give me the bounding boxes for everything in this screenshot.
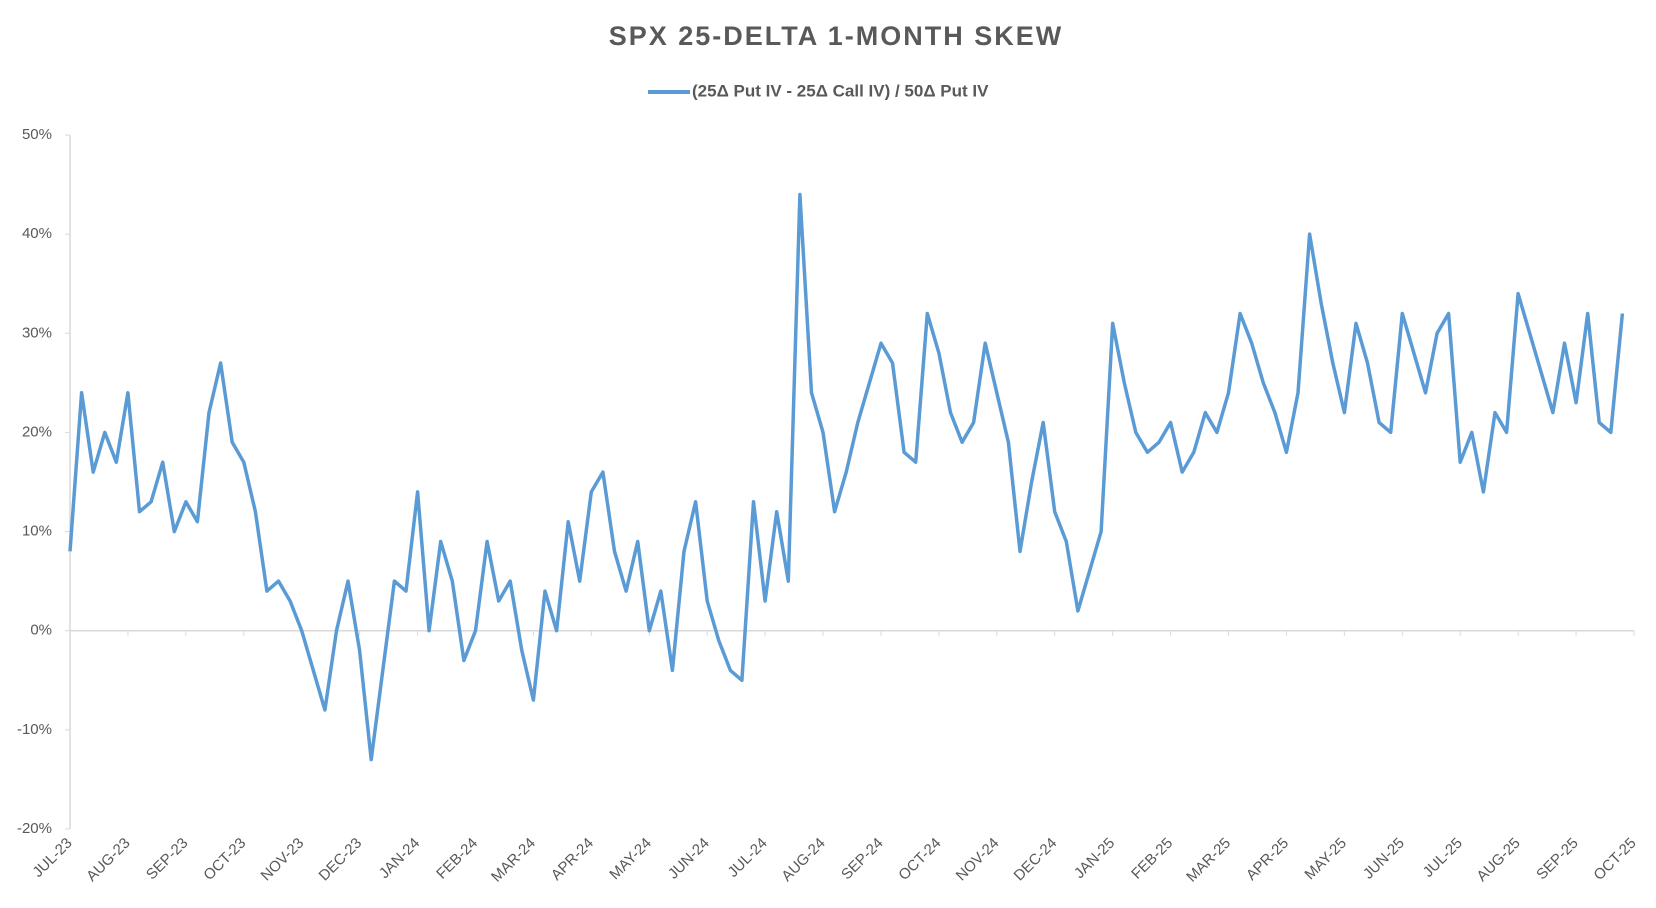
x-tick-label: AUG-25	[1473, 835, 1523, 885]
x-tick-label: FEB-24	[433, 835, 481, 883]
x-tick-label: MAY-24	[606, 835, 655, 884]
x-tick-label: JUL-25	[1420, 835, 1466, 881]
x-tick-label: JUN-25	[1360, 835, 1408, 883]
x-tick-label: JAN-24	[376, 835, 423, 882]
series-line	[68, 192, 1625, 762]
legend-label: (25Δ Put IV - 25Δ Call IV) / 50Δ Put IV	[692, 81, 989, 100]
x-tick-label: JUN-24	[665, 835, 713, 883]
y-tick-label: 30%	[22, 324, 52, 341]
y-tick-label: 10%	[22, 523, 52, 540]
x-tick-label: JAN-25	[1071, 835, 1118, 882]
x-tick-label: NOV-24	[953, 835, 1003, 885]
x-tick-label: APR-25	[1243, 835, 1292, 884]
x-tick-label: DEC-23	[316, 835, 366, 885]
x-tick-label: APR-24	[548, 835, 597, 884]
x-tick-label: MAY-25	[1301, 835, 1350, 884]
x-tick-label: MAR-25	[1183, 835, 1234, 886]
x-tick-label: NOV-23	[258, 835, 308, 885]
y-tick-label: -20%	[17, 820, 52, 837]
x-tick-label: OCT-24	[895, 835, 944, 884]
x-tick-label: MAR-24	[488, 835, 539, 886]
x-tick-label: AUG-23	[83, 835, 133, 885]
x-tick-label: OCT-25	[1590, 835, 1639, 884]
x-tick-label: FEB-25	[1128, 835, 1176, 883]
x-tick-label: OCT-23	[200, 835, 249, 884]
x-tick-label: SEP-24	[838, 835, 887, 884]
x-tick-label: JUL-24	[725, 835, 771, 881]
y-tick-label: 50%	[22, 126, 52, 143]
x-tick-label: SEP-25	[1533, 835, 1582, 884]
x-tick-label: SEP-23	[143, 835, 192, 884]
y-tick-label: 0%	[30, 622, 52, 639]
x-tick-label: DEC-24	[1011, 835, 1061, 885]
x-tick-label: AUG-24	[778, 835, 828, 885]
y-tick-label: 20%	[22, 423, 52, 440]
y-tick-label: -10%	[17, 721, 52, 738]
x-tick-label: JUL-23	[29, 835, 75, 881]
y-tick-label: 40%	[22, 225, 52, 242]
chart-title: SPX 25-DELTA 1-MONTH SKEW	[609, 21, 1064, 51]
